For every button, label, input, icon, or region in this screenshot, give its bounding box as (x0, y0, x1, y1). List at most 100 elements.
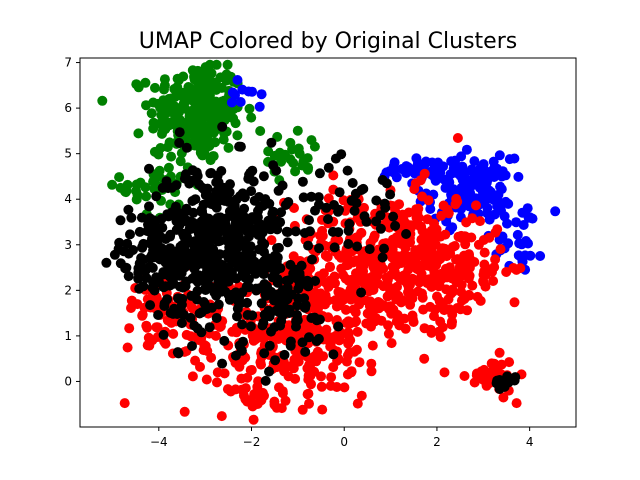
scatter-point (488, 156, 499, 167)
scatter-point (494, 150, 505, 161)
scatter-point (226, 97, 237, 108)
scatter-point (277, 386, 288, 397)
x-tick-label: 0 (340, 435, 348, 449)
scatter-point (407, 310, 418, 321)
scatter-point (514, 238, 525, 249)
scatter-point (191, 167, 202, 178)
scatter-point (143, 332, 154, 343)
scatter-point (495, 181, 506, 192)
scatter-point (478, 276, 489, 286)
scatter-point (333, 250, 344, 261)
scatter-point (475, 295, 486, 306)
scatter-point (511, 398, 522, 409)
scatter-point (290, 226, 301, 237)
x-tick-label: 2 (433, 435, 441, 449)
scatter-point (385, 189, 396, 200)
scatter-point (494, 347, 505, 358)
axes-layer: −4 −2 0 2 4 0 1 2 3 4 5 6 7 (64, 56, 533, 449)
scatter-point (213, 299, 224, 310)
scatter-point (123, 204, 134, 215)
scatter-point (442, 272, 452, 283)
scatter-point (187, 371, 198, 382)
scatter-point (196, 307, 207, 318)
scatter-point (213, 236, 224, 247)
scatter-point (459, 231, 470, 242)
scatter-point (458, 165, 468, 176)
scatter-point (479, 247, 490, 258)
scatter-point (290, 166, 301, 177)
scatter-point (180, 171, 191, 181)
scatter-point (140, 265, 151, 276)
plot-frame (79, 57, 577, 428)
scatter-point (193, 335, 204, 345)
scatter-point (209, 200, 220, 211)
scatter-point (336, 263, 347, 274)
scatter-point (352, 398, 363, 409)
scatter-point (271, 305, 282, 316)
scatter-point (159, 74, 170, 85)
scatter-point (197, 217, 208, 228)
scatter-point (413, 159, 423, 170)
scatter-point (342, 165, 353, 176)
scatter-point (185, 83, 196, 94)
scatter-point (377, 252, 388, 263)
scatter-point (179, 406, 190, 417)
scatter-point (159, 84, 169, 95)
scatter-point (237, 319, 248, 330)
scatter-point (382, 291, 393, 302)
scatter-point (431, 224, 442, 235)
scatter-point (313, 303, 323, 314)
scatter-point (141, 191, 152, 202)
scatter-point (436, 210, 447, 221)
scatter-point (258, 171, 269, 182)
scatter-point (195, 111, 206, 122)
scatter-point (481, 177, 492, 188)
scatter-point (221, 220, 231, 231)
scatter-point (431, 252, 441, 262)
scatter-point (166, 151, 177, 162)
scatter-point (225, 179, 235, 190)
scatter-point (343, 225, 354, 236)
scatter-point (145, 252, 156, 263)
scatter-point (158, 329, 169, 340)
scatter-point (401, 229, 412, 239)
scatter-point (253, 222, 263, 233)
scatter-point (440, 229, 451, 240)
scatter-point (204, 236, 215, 247)
scatter-point (245, 394, 256, 405)
scatter-point (523, 212, 534, 223)
scatter-point (164, 259, 175, 269)
scatter-point (141, 273, 152, 283)
scatter-point (323, 312, 334, 323)
scatter-point (200, 340, 211, 351)
scatter-point (329, 242, 340, 253)
scatter-point (205, 59, 215, 70)
scatter-point (511, 217, 522, 228)
x-tick-label: −2 (243, 435, 261, 449)
scatter-point (164, 120, 175, 131)
scatter-point (236, 261, 247, 272)
scatter-point (169, 272, 179, 283)
scatter-point (137, 242, 148, 253)
scatter-point (172, 103, 183, 114)
scatter-point (323, 162, 334, 173)
scatter-point (328, 170, 339, 181)
scatter-point (282, 227, 293, 237)
scatter-point (212, 377, 222, 388)
scatter-point (119, 398, 130, 409)
scatter-point (495, 244, 506, 255)
scatter-point (204, 322, 215, 333)
scatter-point (290, 373, 301, 384)
scatter-point (164, 248, 175, 259)
scatter-point (356, 267, 366, 278)
scatter-point (185, 331, 196, 342)
scatter-point (383, 304, 394, 314)
scatter-point (240, 383, 251, 394)
scatter-point (258, 269, 269, 280)
scatter-point (181, 276, 192, 287)
scatter-point (199, 102, 210, 113)
scatter-point (297, 160, 308, 171)
scatter-point (193, 85, 204, 96)
scatter-point (149, 285, 160, 296)
scatter-point (136, 253, 147, 263)
